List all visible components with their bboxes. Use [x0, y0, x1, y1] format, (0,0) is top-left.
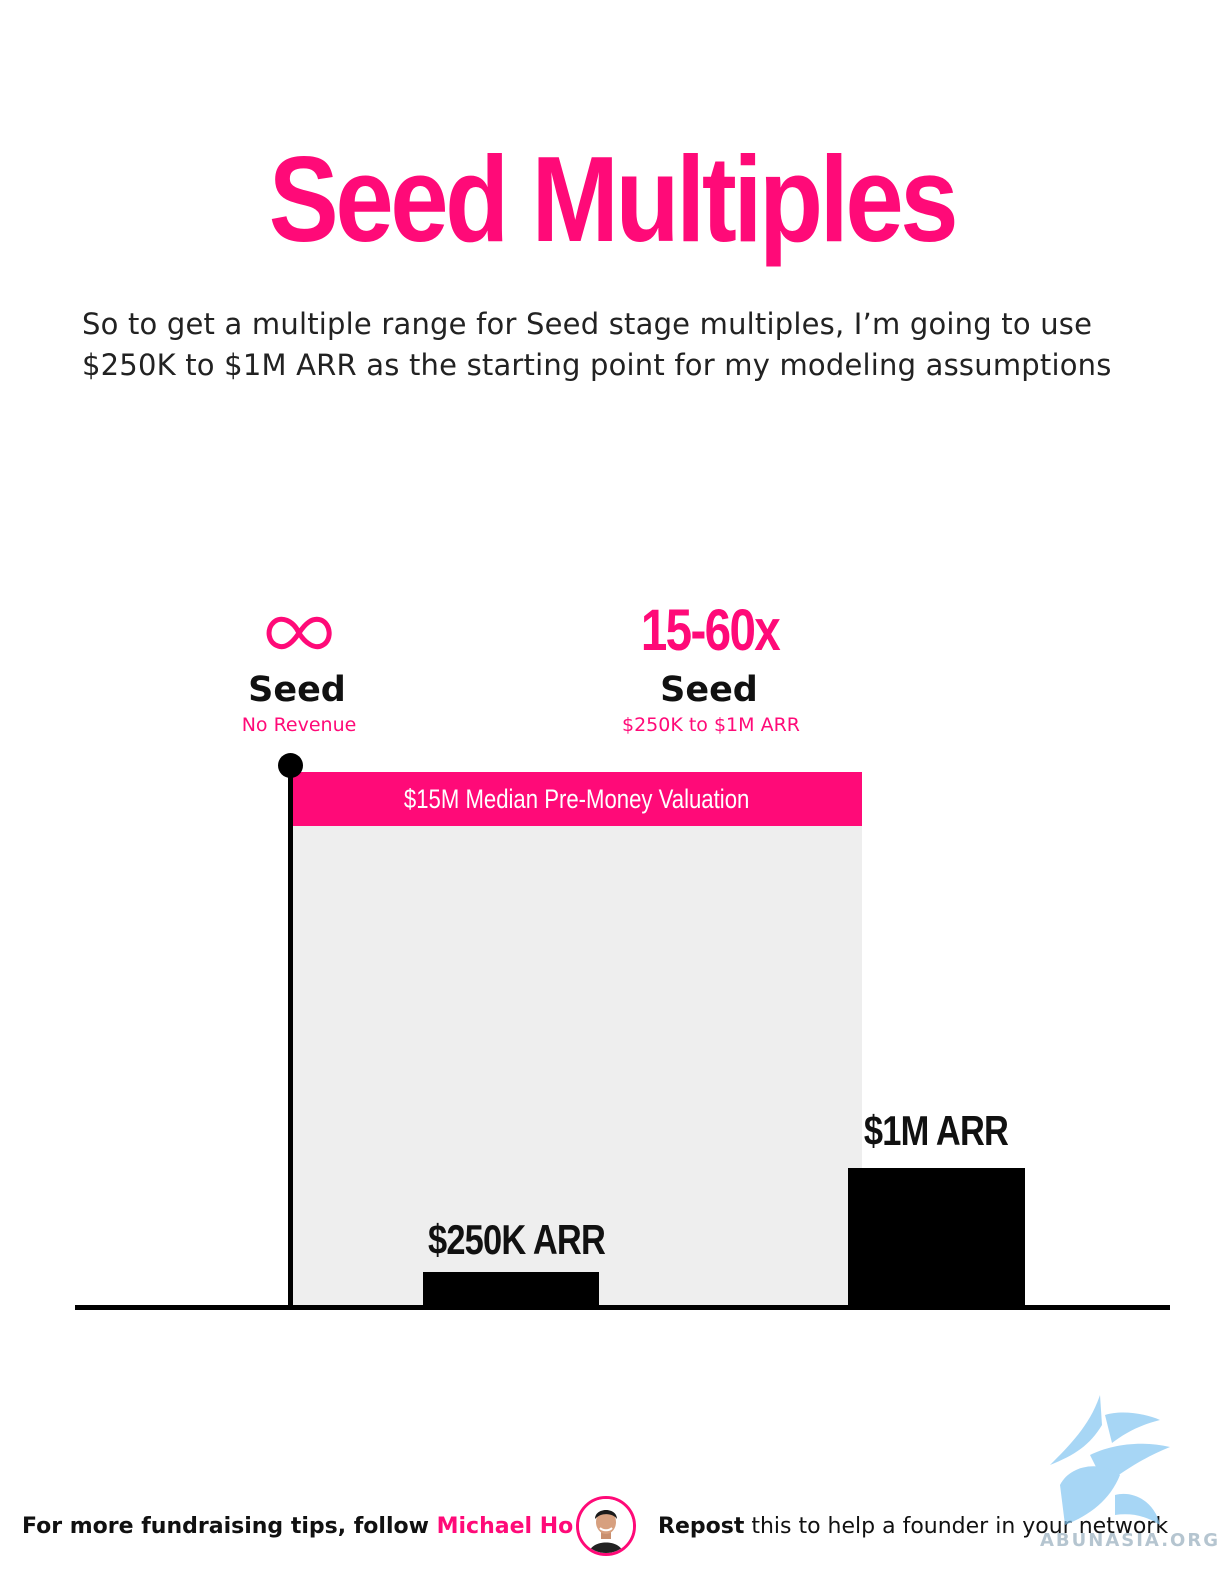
avatar-portrait-icon [579, 1499, 633, 1553]
stage-note-arr: $250K to $1M ARR [622, 714, 800, 736]
griffin-watermark-logo [1050, 1395, 1170, 1525]
avatar[interactable] [576, 1496, 636, 1556]
footer-follow: For more fundraising tips, follow Michae… [22, 1514, 573, 1539]
chart-baseline [75, 1305, 1170, 1310]
valuation-band: $15M Median Pre-Money Valuation [292, 772, 862, 826]
valuation-band-label: $15M Median Pre-Money Valuation [404, 783, 750, 814]
page-title: Seed Multiples [268, 131, 959, 267]
footer-repost-bold: Repost [658, 1514, 745, 1539]
author-link[interactable]: Michael Ho [436, 1514, 574, 1539]
footer-repost-rest: this to help a founder in your network [744, 1514, 1169, 1539]
bar-label-1m: $1M ARR [863, 1107, 1009, 1154]
valuation-range-area [292, 773, 862, 1308]
bar-label-250k: $250K ARR [428, 1216, 606, 1263]
bar-250k-arr [423, 1272, 599, 1307]
timeline-marker-line [288, 765, 293, 1308]
stage-multiple: 15-60x [640, 598, 781, 663]
bar-1m-arr [848, 1168, 1025, 1307]
stage-note-no-revenue: No Revenue [241, 714, 357, 736]
timeline-marker-dot [278, 753, 303, 778]
stage-name-arr: Seed [660, 670, 758, 710]
footer-repost: Repost this to help a founder in your ne… [658, 1514, 1168, 1539]
infinity-icon [266, 616, 332, 650]
stage-name-no-revenue: Seed [248, 670, 346, 710]
footer-follow-prefix: For more fundraising tips, follow [22, 1514, 437, 1539]
watermark-text: ABUNASIA.ORG [1040, 1530, 1220, 1551]
page-subtitle: So to get a multiple range for Seed stag… [82, 307, 1112, 382]
